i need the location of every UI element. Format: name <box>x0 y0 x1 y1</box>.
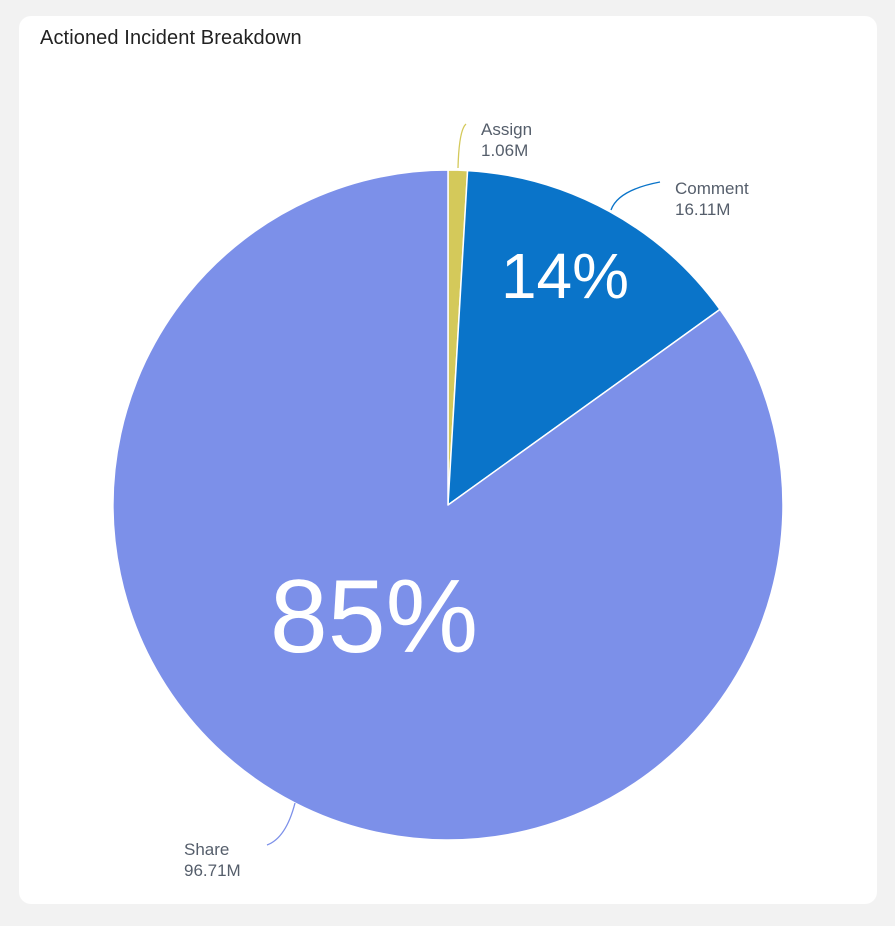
leader-lines <box>266 123 661 846</box>
slice-label-comment: Comment <box>675 179 749 198</box>
slice-label-assign: Assign <box>481 120 532 139</box>
leader-line-assign <box>457 123 467 169</box>
slice-comment[interactable] <box>447 169 721 506</box>
slice-percent-labels: 14% 85% <box>270 240 629 675</box>
slice-percent-share: 85% <box>270 559 478 675</box>
slice-value-assign: 1.06M <box>481 141 528 160</box>
leader-line-comment <box>610 181 661 211</box>
leader-line-share <box>266 802 296 846</box>
slice-value-share: 96.71M <box>184 861 241 880</box>
slice-value-comment: 16.11M <box>675 200 730 219</box>
slice-label-share: Share <box>184 840 229 859</box>
chart-title: Actioned Incident Breakdown <box>40 27 302 49</box>
slice-percent-comment: 14% <box>501 240 629 312</box>
slice-labels: Assign 1.06M Comment 16.11M Share 96.71M <box>184 120 749 880</box>
pie-slices <box>112 169 784 841</box>
